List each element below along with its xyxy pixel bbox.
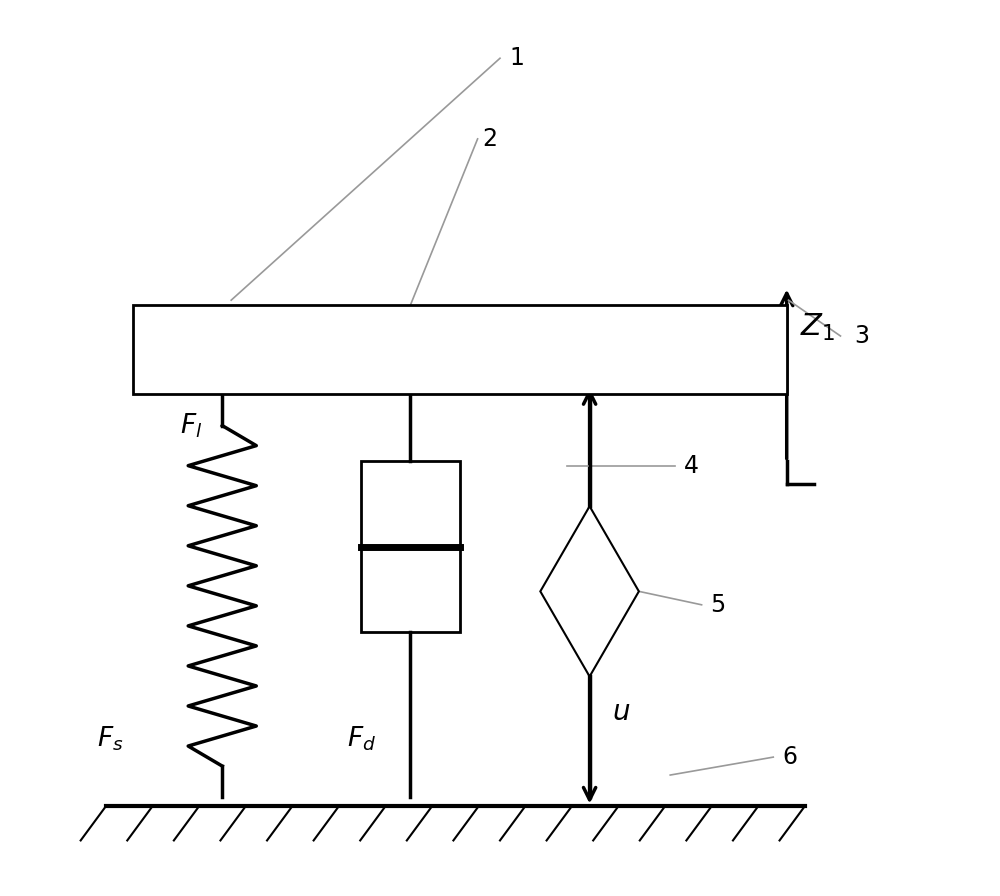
- Text: $Z_1$: $Z_1$: [800, 312, 835, 342]
- Text: 1: 1: [509, 47, 524, 70]
- Text: $F_d$: $F_d$: [347, 725, 376, 754]
- Bar: [133, 305, 787, 394]
- Text: 4: 4: [684, 454, 699, 478]
- Text: 3: 3: [854, 324, 869, 348]
- Text: 5: 5: [711, 593, 726, 616]
- Text: 2: 2: [482, 127, 497, 151]
- Text: 6: 6: [782, 745, 797, 769]
- Text: $F_s$: $F_s$: [97, 725, 123, 754]
- Text: $F_l$: $F_l$: [180, 411, 202, 440]
- Text: $u$: $u$: [612, 698, 630, 727]
- Bar: [361, 461, 460, 632]
- Text: $m_s$: $m_s$: [425, 335, 467, 364]
- Polygon shape: [540, 506, 639, 676]
